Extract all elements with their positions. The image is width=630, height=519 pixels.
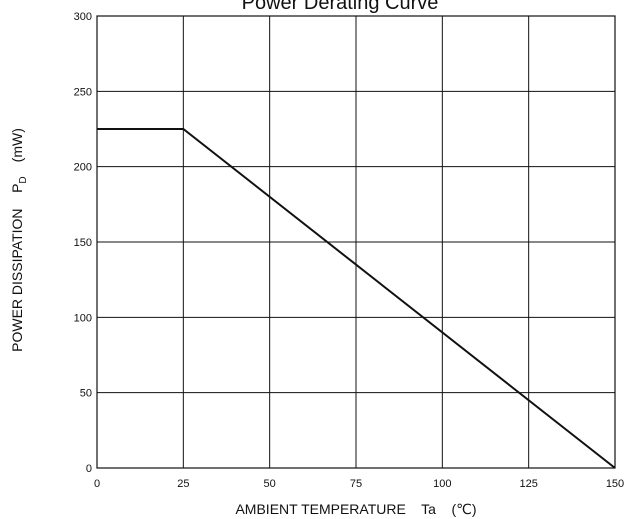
x-tick-label-1: 25 <box>177 478 189 490</box>
x-tick-label-3: 75 <box>350 478 362 490</box>
y-axis-label: POWER DISSIPATION PD (mW) <box>9 128 29 352</box>
y-tick-label-2: 100 <box>74 312 92 324</box>
y-axis-label-main: POWER DISSIPATION P <box>9 184 25 352</box>
x-tick-label-5: 125 <box>519 478 537 490</box>
y-tick-label-4: 200 <box>74 162 92 174</box>
x-axis-label: AMBIENT TEMPERATURE Ta (℃) <box>235 501 476 517</box>
x-tick-label-4: 100 <box>433 478 451 490</box>
y-axis-label-subscript: D <box>18 176 29 183</box>
y-tick-label-5: 250 <box>74 86 92 98</box>
y-tick-label-6: 300 <box>74 11 92 23</box>
tick-label-layer: 0 25 50 75 100 125 150 0 50 100 150 200 250 300 <box>74 11 625 490</box>
x-tick-label-6: 150 <box>606 478 624 490</box>
plot-frame <box>96 15 616 469</box>
y-axis-label-unit: (mW) <box>9 128 25 162</box>
derating-curve-line <box>97 128 616 469</box>
chart-title: Power Derating Curve <box>242 0 439 14</box>
y-tick-label-0: 0 <box>86 463 92 475</box>
x-tick-label-0: 0 <box>94 478 100 490</box>
grid-layer <box>97 16 615 468</box>
x-tick-label-2: 50 <box>264 478 276 490</box>
y-tick-label-3: 150 <box>74 237 92 249</box>
y-tick-label-1: 50 <box>80 388 92 400</box>
